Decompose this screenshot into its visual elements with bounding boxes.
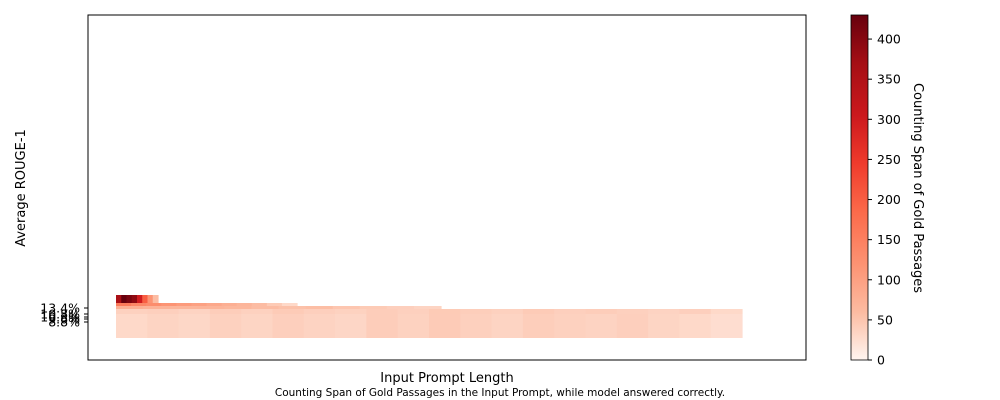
heatmap-cell	[146, 303, 162, 306]
heatmap-cell	[710, 309, 743, 314]
heatmap-cell	[585, 314, 618, 338]
heatmap-cell	[116, 306, 144, 309]
heatmap-cell	[224, 306, 253, 309]
heatmap-cell	[303, 309, 336, 314]
colorbar-ticks: 0 50 100 150 200 250 300 350 400	[868, 32, 901, 368]
colorbar-tick-label: 200	[877, 192, 901, 207]
heatmap-cell	[648, 309, 680, 314]
heatmap-cell	[303, 314, 336, 338]
heatmap-cell	[131, 303, 147, 306]
heatmap-cell	[209, 309, 242, 314]
heatmap-cell	[366, 309, 399, 314]
heatmap-cell	[221, 303, 238, 306]
colorbar-tick-label: 100	[877, 272, 901, 287]
colorbar-tick-label: 0	[877, 353, 885, 368]
heatmap-cell	[197, 306, 225, 309]
heatmap-cell	[131, 295, 138, 303]
heatmap-cell	[278, 306, 307, 309]
heatmap-cell	[397, 309, 430, 314]
heatmap-cell	[176, 303, 193, 306]
heatmap-cell	[491, 314, 524, 338]
heatmap-cell	[170, 306, 198, 309]
heatmap-cell	[585, 309, 618, 314]
heatmap-cell	[616, 309, 649, 314]
heatmap-cell	[116, 295, 122, 303]
heatmap-cell	[206, 303, 223, 306]
colorbar-tick-label: 150	[877, 232, 901, 247]
figure-caption: Counting Span of Gold Passages in the In…	[275, 387, 725, 399]
heatmap-cell	[332, 306, 361, 309]
colorbar-label: Counting Span of Gold Passages	[910, 83, 925, 293]
heatmap-cell	[359, 306, 388, 309]
colorbar-tick-label: 300	[877, 112, 901, 127]
heatmap-cell	[429, 309, 461, 314]
colorbar	[850, 14, 869, 361]
y-axis-ticks: 13.4%10.8%10.3%9.6%8.8%	[40, 301, 88, 330]
heatmap-cell	[460, 314, 493, 338]
heatmap-cell	[335, 309, 367, 314]
heatmap-cell	[178, 309, 211, 314]
heatmap-cell	[209, 314, 242, 338]
heatmap-cell	[116, 303, 132, 306]
heatmap-cell	[648, 314, 680, 338]
heatmap-cells	[116, 295, 743, 338]
heatmap-cell	[413, 306, 442, 309]
heatmap-cell	[121, 295, 128, 303]
heatmap-cell	[460, 309, 493, 314]
y-axis-label: Average ROUGE-1	[14, 129, 29, 247]
heatmap-cell	[147, 309, 180, 314]
heatmap-cell	[137, 295, 143, 303]
heatmap-cell	[251, 306, 280, 309]
heatmap-cell	[522, 314, 555, 338]
y-tick-label: 9.6%	[48, 312, 80, 327]
heatmap-cell	[251, 303, 268, 306]
colorbar-tick-label: 400	[877, 32, 901, 47]
plot-frame	[87, 14, 807, 361]
heatmap-cell	[147, 314, 180, 338]
heatmap-cell	[241, 309, 274, 314]
heatmap-cell	[429, 314, 461, 338]
heatmap-cell	[143, 306, 171, 309]
heatmap-cell	[335, 314, 367, 338]
heatmap-cell	[366, 314, 399, 338]
heatmap-cell	[116, 314, 148, 338]
heatmap-cell	[241, 314, 274, 338]
heatmap-cell	[142, 295, 149, 303]
heatmap-cell	[272, 314, 305, 338]
heatmap-cell	[491, 309, 524, 314]
heatmap-cell	[554, 314, 587, 338]
y-tick-label: 10.8%	[40, 307, 80, 322]
y-tick-label: 13.4%	[40, 301, 80, 316]
heatmap-cell	[178, 314, 211, 338]
heatmap-cell	[679, 314, 712, 338]
colorbar-tick-label: 250	[877, 152, 901, 167]
heatmap-cell	[386, 306, 415, 309]
y-tick-label: 10.3%	[40, 310, 80, 325]
heatmap-cell	[266, 303, 283, 306]
heatmap-cell	[116, 309, 148, 314]
heatmap-cell	[397, 314, 430, 338]
heatmap-cell	[161, 303, 177, 306]
x-axis-label: Input Prompt Length	[380, 371, 513, 386]
colorbar-tick-label: 350	[877, 72, 901, 87]
heatmap-cell	[616, 314, 649, 338]
heatmap-cell	[281, 303, 298, 306]
heatmap-cell	[191, 303, 208, 306]
heatmap-cell	[272, 309, 305, 314]
heatmap-cell	[305, 306, 334, 309]
y-tick-label: 8.8%	[48, 315, 80, 330]
heatmap-cell	[679, 309, 712, 314]
heatmap-cell	[554, 309, 587, 314]
heatmap-cell	[522, 309, 555, 314]
heatmap-cell	[152, 295, 159, 303]
heatmap-cell	[236, 303, 253, 306]
heatmap-cell	[710, 314, 743, 338]
heatmap-cell	[126, 295, 133, 303]
colorbar-tick-label: 50	[877, 312, 893, 327]
heatmap-cell	[147, 295, 154, 303]
